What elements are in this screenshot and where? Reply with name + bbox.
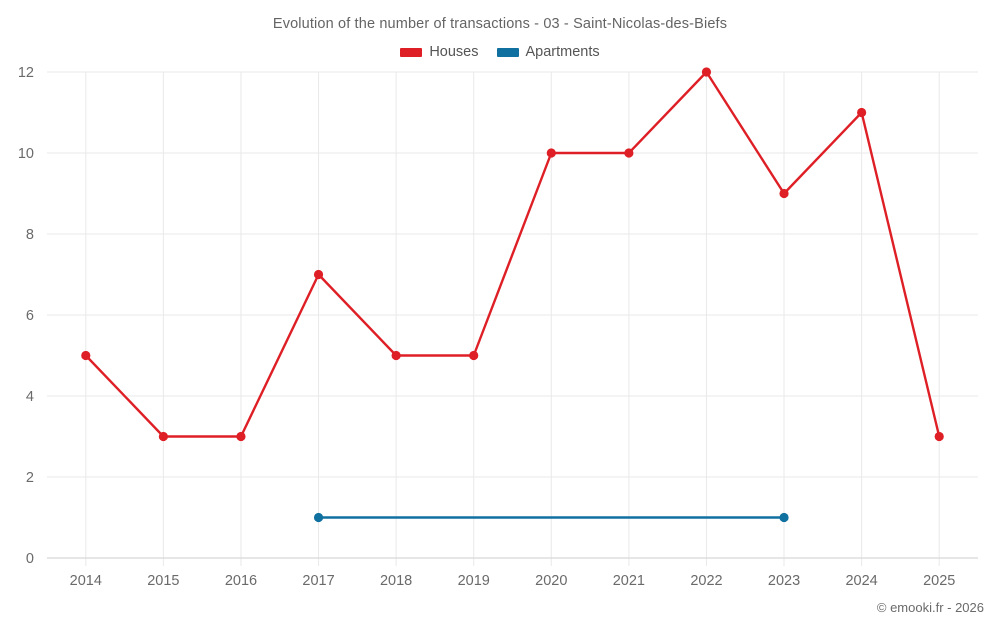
legend-label-houses: Houses — [429, 44, 479, 60]
svg-text:2021: 2021 — [613, 573, 645, 589]
data-point[interactable] — [81, 350, 91, 361]
gridlines — [47, 71, 978, 478]
svg-text:2019: 2019 — [458, 573, 490, 589]
svg-text:6: 6 — [26, 308, 34, 324]
svg-text:2023: 2023 — [768, 573, 800, 589]
data-point[interactable] — [236, 431, 246, 442]
svg-text:2015: 2015 — [147, 573, 179, 589]
chart-legend: Houses Apartments — [0, 44, 1000, 60]
svg-text:2025: 2025 — [923, 573, 955, 589]
svg-text:4: 4 — [26, 389, 34, 405]
svg-text:2: 2 — [26, 470, 34, 486]
data-point[interactable] — [313, 269, 324, 280]
svg-text:2017: 2017 — [302, 573, 334, 589]
data-point[interactable] — [391, 350, 401, 361]
legend-label-apartments: Apartments — [525, 44, 600, 60]
data-point[interactable] — [469, 350, 479, 361]
svg-text:2014: 2014 — [70, 573, 102, 589]
legend-swatch-apartments — [496, 47, 519, 57]
series-lines — [84, 70, 941, 519]
svg-text:8: 8 — [26, 227, 34, 243]
chart-title: Evolution of the number of transactions … — [272, 16, 728, 32]
svg-text:12: 12 — [18, 65, 34, 81]
y-tick-labels: 0 2 4 6 8 10 12 — [18, 65, 34, 567]
data-point[interactable] — [546, 148, 556, 158]
svg-text:2016: 2016 — [225, 573, 257, 589]
legend-swatch-houses — [400, 47, 423, 57]
series-points — [81, 67, 944, 523]
x-tick-labels: 2014 2015 2016 2017 2018 2019 2020 2021 2022 2023… — [70, 573, 956, 589]
legend-item-houses[interactable]: Houses — [400, 44, 479, 60]
legend-item-apartments[interactable]: Apartments — [496, 44, 600, 60]
series-line-houses — [84, 70, 941, 438]
data-point[interactable] — [934, 431, 944, 442]
data-point[interactable] — [779, 512, 789, 523]
data-point[interactable] — [158, 431, 168, 442]
data-point[interactable] — [857, 107, 867, 118]
svg-text:2020: 2020 — [535, 573, 567, 589]
data-point[interactable] — [701, 67, 712, 77]
svg-text:0: 0 — [26, 551, 34, 567]
svg-text:2022: 2022 — [690, 573, 722, 589]
data-point[interactable] — [779, 188, 789, 199]
svg-text:2024: 2024 — [845, 573, 877, 589]
svg-text:10: 10 — [18, 146, 34, 162]
chart-credit: © emooki.fr - 2026 — [876, 600, 984, 615]
x-gridlines — [85, 72, 940, 566]
svg-text:2018: 2018 — [380, 573, 412, 589]
data-point[interactable] — [313, 512, 324, 523]
data-point[interactable] — [624, 148, 634, 158]
